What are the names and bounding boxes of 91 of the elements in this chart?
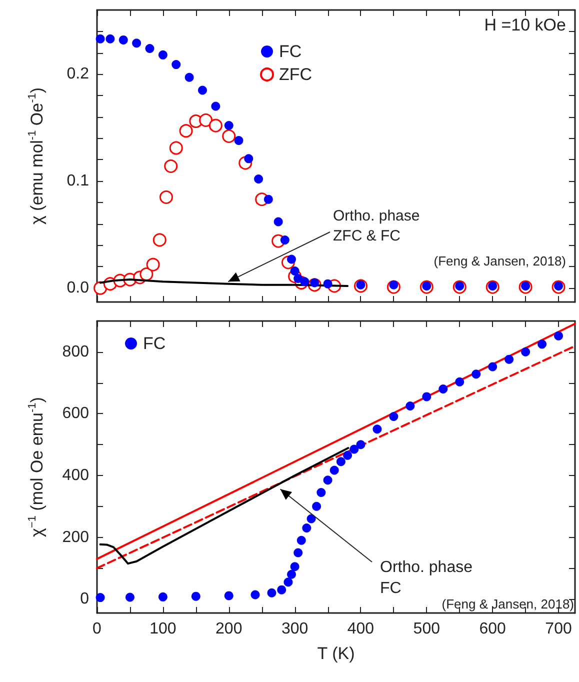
point — [169, 141, 183, 155]
x-tick-label: 300 — [281, 620, 308, 638]
point — [179, 124, 193, 138]
point — [294, 548, 303, 558]
annotation: Ortho. phase ZFC & FC — [333, 208, 420, 244]
line-series — [99, 446, 350, 565]
point — [224, 121, 234, 130]
point — [330, 466, 339, 475]
y-axis-title: χ (emu mol-1 Oe-1) — [26, 87, 46, 225]
annotation: (Feng & Jansen, 2018) — [434, 254, 566, 268]
point — [438, 384, 448, 394]
point — [306, 514, 316, 524]
point — [172, 60, 181, 70]
point — [96, 34, 105, 44]
point — [316, 488, 326, 497]
point — [158, 50, 168, 60]
point — [254, 174, 264, 184]
legend-label: FC — [143, 334, 166, 353]
point — [164, 159, 178, 173]
point — [145, 44, 154, 54]
point — [106, 34, 115, 44]
point — [211, 102, 220, 111]
point — [280, 235, 290, 244]
annotation: H =10 kOe — [484, 16, 566, 34]
x-axis-title: T (K) — [317, 644, 355, 663]
x-tick-label: 200 — [216, 620, 242, 638]
point — [343, 450, 352, 460]
annotation: (Feng & Jansen, 2018) — [442, 596, 574, 612]
point — [184, 72, 194, 82]
point — [290, 266, 300, 276]
y-tick-label: 0.0 — [66, 280, 90, 297]
point — [199, 113, 213, 127]
y-tick-label: 400 — [62, 466, 90, 484]
point — [222, 129, 236, 143]
point — [488, 362, 498, 372]
x-tick-label: 0 — [92, 620, 102, 638]
point — [224, 591, 234, 600]
x-tick-label: 500 — [413, 620, 440, 638]
y-tick-label: 0 — [80, 590, 90, 608]
point — [372, 424, 382, 434]
y-tick-label: 600 — [62, 405, 90, 422]
point — [422, 392, 432, 402]
point — [290, 562, 300, 572]
point — [191, 592, 200, 601]
point — [118, 35, 128, 44]
point — [250, 590, 260, 600]
point — [267, 588, 276, 598]
y-tick-label: 200 — [62, 528, 90, 546]
point — [132, 38, 142, 48]
point — [264, 194, 273, 204]
point — [284, 578, 293, 587]
y-tick-label: 0.2 — [66, 66, 90, 83]
point — [96, 593, 105, 602]
point — [208, 118, 222, 132]
point — [504, 354, 514, 364]
point — [538, 340, 547, 349]
point — [159, 190, 173, 204]
point — [350, 444, 359, 454]
point — [356, 440, 366, 450]
point — [323, 279, 332, 288]
y-tick-label: 0.1 — [66, 172, 90, 190]
legend-label: FC — [279, 42, 302, 61]
point — [312, 502, 322, 511]
point — [274, 217, 283, 226]
point — [336, 457, 346, 466]
legend-label: ZFC — [279, 65, 312, 84]
y-axis-title: χ−1 (mol Oe emu-1) — [26, 397, 46, 537]
y-tick-label: 800 — [62, 343, 90, 360]
annotation: Ortho. phase FC — [380, 559, 473, 597]
point — [287, 570, 296, 579]
point — [323, 476, 332, 485]
point — [521, 347, 530, 356]
point — [198, 86, 207, 95]
point — [234, 136, 244, 145]
point — [152, 233, 166, 247]
point — [406, 401, 415, 410]
point — [125, 592, 134, 602]
point — [158, 592, 168, 602]
point — [140, 267, 154, 281]
x-tick-label: 400 — [347, 620, 374, 638]
point — [389, 412, 398, 421]
point — [554, 331, 564, 340]
x-tick-label: 100 — [150, 620, 176, 638]
x-tick-label: 600 — [479, 620, 506, 638]
point — [296, 536, 306, 545]
point — [472, 370, 481, 379]
point — [277, 585, 286, 594]
point — [455, 377, 464, 386]
point — [146, 258, 160, 272]
x-tick-label: 700 — [545, 620, 572, 638]
point — [302, 524, 312, 533]
